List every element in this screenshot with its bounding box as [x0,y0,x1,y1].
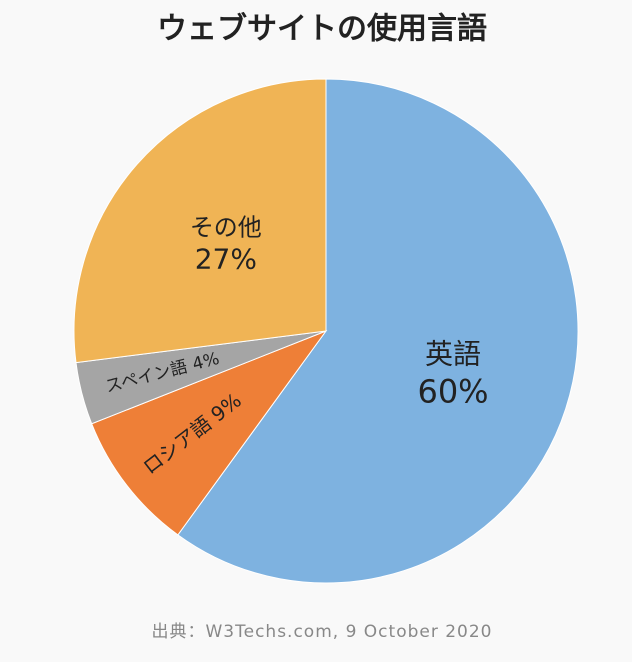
pie-slice [177,78,579,584]
chart-title: ウェブサイトの使用言語 [157,12,487,47]
slice-value-label: 27% [195,243,257,276]
pie-slice [91,329,328,536]
pie-slice [73,78,327,364]
slice-label: 英語 [425,337,481,370]
slice-label: その他 [190,213,262,241]
slice-value-label: 60% [417,372,488,410]
source-note: 出典：W3Techs.com, 9 October 2020 [152,622,493,642]
